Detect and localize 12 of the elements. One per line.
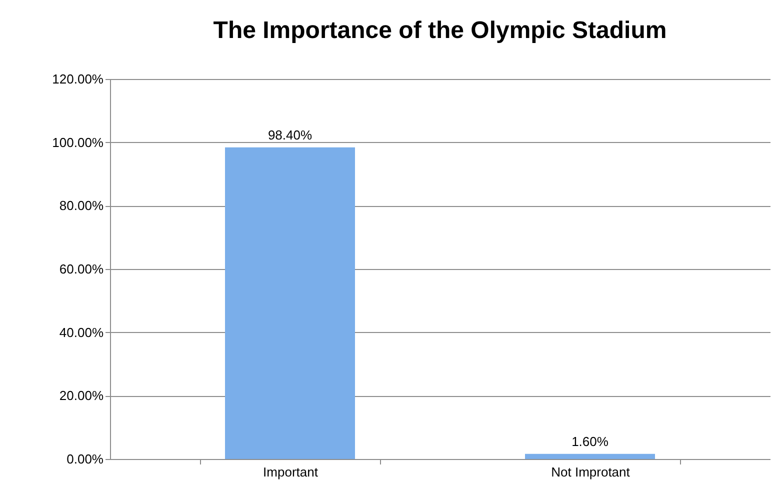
y-tick-label: 60.00%	[59, 262, 104, 276]
chart-title: The Importance of the Olympic Stadium	[213, 17, 667, 44]
x-tick-label: Not Improtant	[551, 464, 630, 480]
y-tick-label: 20.00%	[59, 388, 104, 404]
x-tick-label: Important	[263, 464, 318, 480]
y-tick-label: 0.00%	[66, 452, 104, 466]
y-tick-label: 80.00%	[59, 198, 104, 214]
data-label: 98.40%	[268, 127, 312, 142]
y-tick-label: 100.00%	[52, 134, 104, 150]
data-label: 1.60%	[572, 434, 609, 449]
y-tick-label: 120.00%	[52, 72, 104, 86]
y-tick-label: 40.00%	[59, 324, 104, 340]
